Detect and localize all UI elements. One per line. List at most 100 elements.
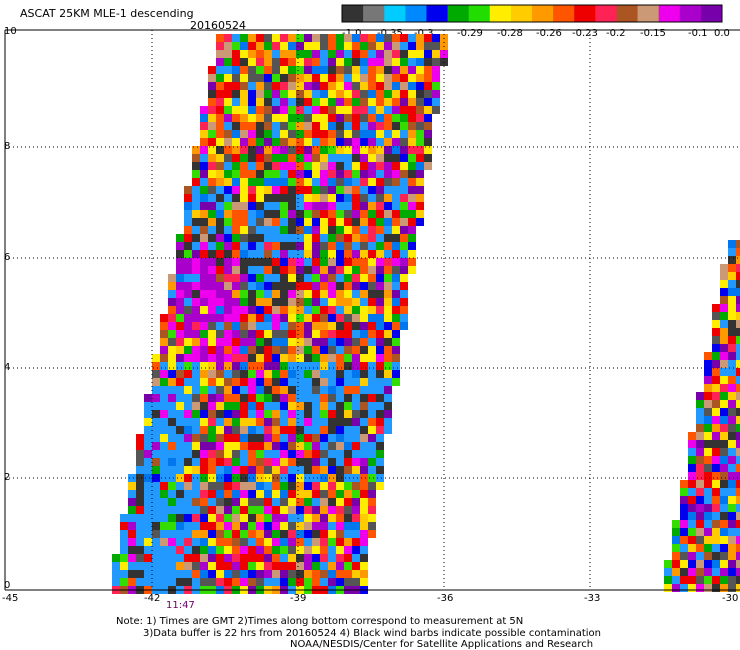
wind-cell — [320, 490, 328, 498]
wind-cell — [408, 186, 416, 194]
wind-cell — [216, 266, 224, 274]
wind-cell — [400, 226, 408, 234]
wind-cell — [720, 280, 728, 288]
wind-cell — [296, 306, 304, 314]
x-tick-label: -45 — [2, 593, 19, 604]
wind-cell — [304, 74, 312, 82]
wind-cell — [296, 218, 304, 226]
wind-cell — [384, 322, 392, 330]
wind-cell — [432, 42, 440, 50]
wind-cell — [336, 130, 344, 138]
wind-cell — [272, 250, 280, 258]
wind-cell — [208, 522, 216, 530]
wind-cell — [280, 498, 288, 506]
wind-cell — [400, 42, 408, 50]
wind-cell — [224, 122, 232, 130]
wind-cell — [392, 234, 400, 242]
wind-cell — [360, 450, 368, 458]
wind-cell — [232, 122, 240, 130]
wind-cell — [168, 530, 176, 538]
wind-cell — [248, 362, 256, 370]
wind-cell — [240, 194, 248, 202]
wind-cell — [232, 138, 240, 146]
wind-cell — [696, 424, 704, 432]
wind-cell — [408, 146, 416, 154]
wind-cell — [720, 288, 728, 296]
wind-cell — [248, 210, 256, 218]
wind-cell — [296, 130, 304, 138]
wind-cell — [728, 240, 736, 248]
wind-cell — [368, 370, 376, 378]
wind-cell — [336, 546, 344, 554]
wind-cell — [200, 538, 208, 546]
wind-cell — [336, 90, 344, 98]
wind-cell — [352, 530, 360, 538]
wind-cell — [184, 554, 192, 562]
wind-cell — [288, 258, 296, 266]
wind-cell — [304, 282, 312, 290]
wind-cell — [256, 194, 264, 202]
wind-cell — [328, 282, 336, 290]
wind-cell — [248, 490, 256, 498]
wind-cell — [336, 466, 344, 474]
wind-cell — [264, 34, 272, 42]
wind-cell — [344, 554, 352, 562]
wind-cell — [328, 570, 336, 578]
wind-cell — [328, 538, 336, 546]
wind-cell — [248, 474, 256, 482]
wind-cell — [240, 338, 248, 346]
wind-cell — [168, 498, 176, 506]
wind-cell — [720, 416, 728, 424]
wind-cell — [192, 234, 200, 242]
wind-cell — [704, 400, 712, 408]
wind-cell — [400, 122, 408, 130]
wind-cell — [224, 298, 232, 306]
wind-cell — [360, 218, 368, 226]
wind-cell — [128, 498, 136, 506]
wind-cell — [208, 98, 216, 106]
wind-cell — [304, 354, 312, 362]
wind-cell — [704, 488, 712, 496]
wind-cell — [320, 122, 328, 130]
wind-cell — [264, 522, 272, 530]
wind-cell — [296, 346, 304, 354]
wind-cell — [328, 474, 336, 482]
wind-cell — [336, 194, 344, 202]
wind-cell — [184, 298, 192, 306]
wind-cell — [280, 138, 288, 146]
wind-cell — [360, 114, 368, 122]
wind-cell — [408, 162, 416, 170]
wind-cell — [152, 522, 160, 530]
wind-cell — [704, 392, 712, 400]
wind-cell — [336, 338, 344, 346]
wind-cell — [328, 370, 336, 378]
wind-cell — [264, 74, 272, 82]
wind-cell — [296, 418, 304, 426]
wind-cell — [288, 386, 296, 394]
wind-cell — [304, 418, 312, 426]
wind-cell — [376, 210, 384, 218]
wind-cell — [280, 482, 288, 490]
wind-cell — [168, 362, 176, 370]
wind-cell — [216, 322, 224, 330]
wind-cell — [696, 536, 704, 544]
wind-cell — [696, 544, 704, 552]
wind-cell — [344, 170, 352, 178]
wind-cell — [408, 202, 416, 210]
wind-cell — [264, 154, 272, 162]
wind-cell — [200, 378, 208, 386]
wind-cell — [232, 154, 240, 162]
wind-cell — [728, 312, 736, 320]
wind-cell — [360, 202, 368, 210]
wind-cell — [328, 234, 336, 242]
wind-cell — [312, 426, 320, 434]
wind-cell — [712, 312, 720, 320]
wind-cell — [176, 458, 184, 466]
wind-cell — [184, 426, 192, 434]
wind-cell — [320, 394, 328, 402]
wind-cell — [248, 98, 256, 106]
wind-cell — [328, 98, 336, 106]
wind-cell — [416, 210, 424, 218]
wind-cell — [200, 482, 208, 490]
wind-cell — [712, 320, 720, 328]
